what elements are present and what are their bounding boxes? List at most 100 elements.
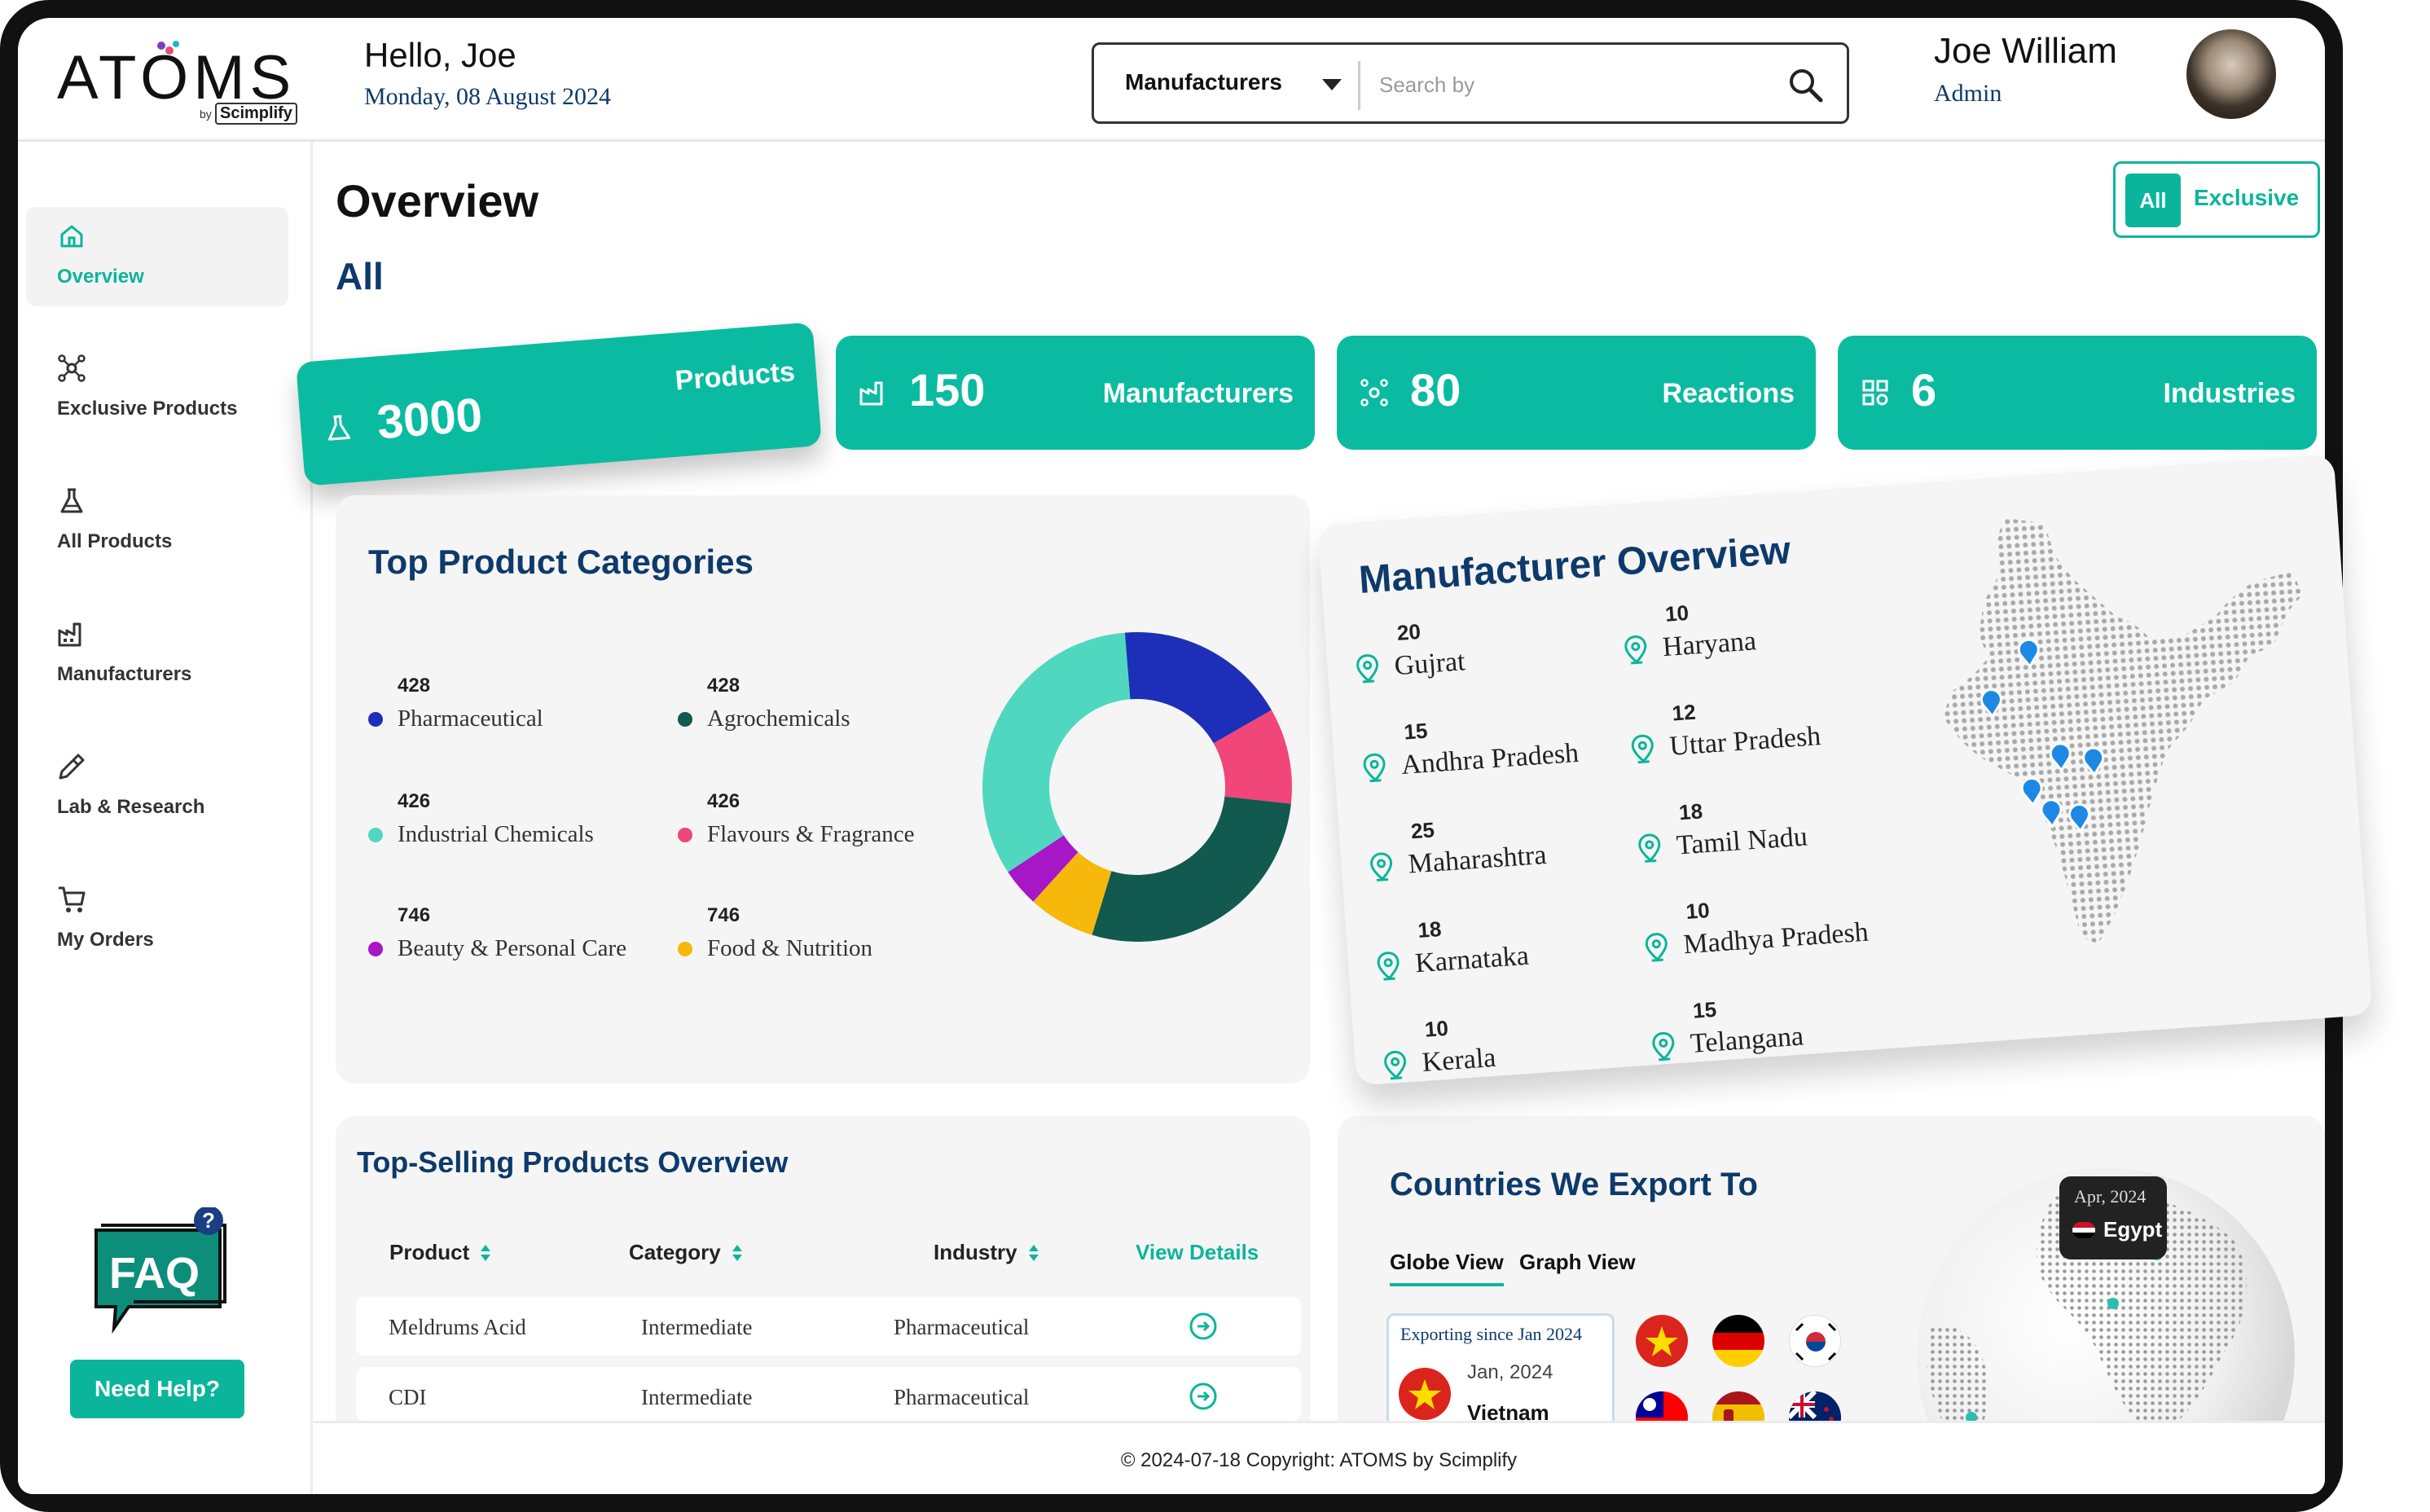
arrow-right-circle-icon[interactable]	[1189, 1382, 1218, 1411]
cell-industry: Pharmaceutical	[894, 1315, 1030, 1339]
sidebar-item-label: Overview	[57, 266, 144, 288]
category-donut-chart	[982, 632, 1292, 942]
toggle-all-button[interactable]: All	[2125, 174, 2181, 227]
legend-item[interactable]: 428 Pharmaceutical	[368, 675, 678, 732]
state-entry[interactable]: 18 Tamil Nadu	[1634, 785, 1906, 864]
flask-icon	[328, 415, 350, 441]
sidebar-item-lab-research[interactable]: Lab & Research	[26, 737, 288, 837]
stat-card-reactions[interactable]: 80 Reactions	[1337, 336, 1816, 450]
manufacturer-overview-card: Manufacturer Overview 20 Gujrat 10 Haryana 1…	[1317, 454, 2373, 1086]
state-entry[interactable]: 15 Andhra Pradesh	[1360, 704, 1632, 784]
caret-down-icon[interactable]	[1322, 79, 1342, 90]
location-pin-icon	[1355, 652, 1395, 683]
legend-item[interactable]: 426 Industrial Chemicals	[368, 790, 678, 848]
top-header: ATOMS by Scimplify Hello, Joe Monday, 08…	[18, 18, 2325, 142]
state-entry[interactable]: 20 Gujrat	[1352, 605, 1624, 685]
table-row[interactable]: Meldrums Acid Intermediate Pharmaceutica…	[356, 1297, 1301, 1356]
donut-slice-flavours-fragrance[interactable]	[1213, 710, 1292, 804]
filter-toggle: All Exclusive	[2113, 161, 2320, 238]
sidebar-item-manufacturers[interactable]: Manufacturers	[26, 604, 288, 704]
view-details-link[interactable]: View Details	[1136, 1240, 1259, 1264]
legend-label: Food & Nutrition	[707, 935, 873, 961]
tooltip-country: Egypt	[2103, 1217, 2163, 1242]
state-name: Karnataka	[1414, 940, 1530, 979]
vietnam-flag-icon[interactable]	[1636, 1315, 1688, 1367]
toggle-exclusive-button[interactable]: Exclusive	[2194, 185, 2300, 210]
column-header-category[interactable]: Category	[629, 1240, 744, 1265]
table-row[interactable]: CDI Intermediate Pharmaceutical	[356, 1367, 1301, 1421]
state-name: Andhra Pradesh	[1400, 737, 1580, 780]
legend-item[interactable]: 426 Flavours & Fragrance	[678, 790, 987, 848]
donut-slice-industrial-chemicals[interactable]	[982, 632, 1131, 872]
donut-slice-pharmaceutical[interactable]	[1124, 632, 1272, 744]
state-entry[interactable]: 12 Uttar Pradesh	[1628, 685, 1900, 765]
tab-globe-view[interactable]: Globe View	[1390, 1250, 1504, 1286]
search-divider	[1358, 61, 1360, 110]
sidebar-item-my-orders[interactable]: My Orders	[26, 870, 288, 969]
stat-value: 150	[909, 364, 986, 415]
legend-dot	[678, 827, 692, 842]
state-name: Telangana	[1689, 1021, 1805, 1060]
user-avatar[interactable]	[2186, 29, 2276, 119]
legend-label: Agrochemicals	[707, 705, 850, 732]
greeting: Hello, Joe	[364, 36, 516, 74]
sidebar-item-overview[interactable]: Overview	[26, 207, 288, 306]
legend-count: 426	[707, 790, 740, 812]
column-header-industry[interactable]: Industry	[934, 1240, 1040, 1265]
stat-card-products[interactable]: 3000 Products	[296, 322, 822, 486]
donut-slice-food-nutrition[interactable]	[1033, 851, 1112, 935]
need-help-button[interactable]: Need Help?	[70, 1360, 244, 1418]
donut-slice-beauty-personal-care[interactable]	[1008, 835, 1079, 902]
state-entry[interactable]: 10 Haryana	[1620, 587, 1892, 666]
atoms-logo[interactable]: ATOMS by Scimplify	[57, 37, 297, 127]
germany-flag-icon[interactable]	[1712, 1315, 1764, 1367]
south-korea-flag-icon[interactable]	[1789, 1315, 1841, 1367]
search-category-select[interactable]: Manufacturers	[1125, 69, 1282, 94]
home-icon	[60, 225, 83, 248]
state-entry[interactable]: 15 Telangana	[1648, 983, 1920, 1063]
location-pin-icon	[1623, 633, 1663, 665]
search-icon[interactable]	[1785, 64, 1827, 107]
state-name: Gujrat	[1393, 646, 1466, 682]
user-role: Admin	[1934, 80, 2002, 107]
sidebar-item-all-products[interactable]: All Products	[26, 472, 288, 571]
search-input[interactable]	[1379, 64, 1770, 105]
donut-slice-agrochemicals[interactable]	[1092, 796, 1291, 942]
stat-label: Manufacturers	[1102, 378, 1294, 409]
legend-item[interactable]: 746 Food & Nutrition	[678, 904, 987, 962]
sidebar-item-exclusive-products[interactable]: Exclusive Products	[26, 339, 288, 438]
legend-dot	[368, 711, 383, 727]
cell-product: Meldrums Acid	[389, 1315, 526, 1339]
pipette-icon	[59, 754, 85, 780]
location-pin-icon	[1643, 930, 1684, 962]
sidebar-item-label: Lab & Research	[57, 796, 205, 818]
factory-icon	[859, 381, 883, 406]
search-bar: Manufacturers	[1092, 42, 1849, 124]
faq-badge[interactable]: ? FAQ	[90, 1206, 236, 1338]
sidebar-item-label: My Orders	[57, 929, 154, 951]
india-dot-map[interactable]	[1881, 489, 2339, 1022]
card-title: Top-Selling Products Overview	[357, 1145, 789, 1179]
stat-label: Reactions	[1662, 378, 1795, 409]
legend-item[interactable]: 746 Beauty & Personal Care	[368, 904, 678, 962]
legend-count: 428	[398, 675, 431, 697]
card-title: Countries We Export To	[1390, 1167, 1758, 1202]
state-entry[interactable]: 25 Maharashtra	[1366, 803, 1638, 883]
card-title: Manufacturer Overview	[1357, 529, 1792, 602]
stat-value: 6	[1911, 364, 1937, 415]
legend-item[interactable]: 428 Agrochemicals	[678, 675, 987, 732]
arrow-right-circle-icon[interactable]	[1189, 1312, 1218, 1341]
column-header-product[interactable]: Product	[389, 1240, 492, 1265]
legend-label: Beauty & Personal Care	[398, 935, 627, 961]
state-entry[interactable]: 10 Madhya Pradesh	[1641, 884, 1914, 964]
state-name: Maharashtra	[1407, 839, 1548, 880]
logo-dots-icon	[157, 41, 179, 55]
stat-card-manufacturers[interactable]: 150 Manufacturers	[836, 336, 1315, 450]
stat-card-industries[interactable]: 6 Industries	[1838, 336, 2317, 450]
state-entry[interactable]: 10 Kerala	[1380, 1002, 1652, 1082]
faq-bubble-icon: ?	[94, 1206, 226, 1334]
state-entry[interactable]: 18 Karnataka	[1373, 903, 1646, 982]
tab-graph-view[interactable]: Graph View	[1519, 1250, 1636, 1274]
grid-icon	[1862, 380, 1888, 406]
location-pin-icon	[1361, 751, 1402, 783]
